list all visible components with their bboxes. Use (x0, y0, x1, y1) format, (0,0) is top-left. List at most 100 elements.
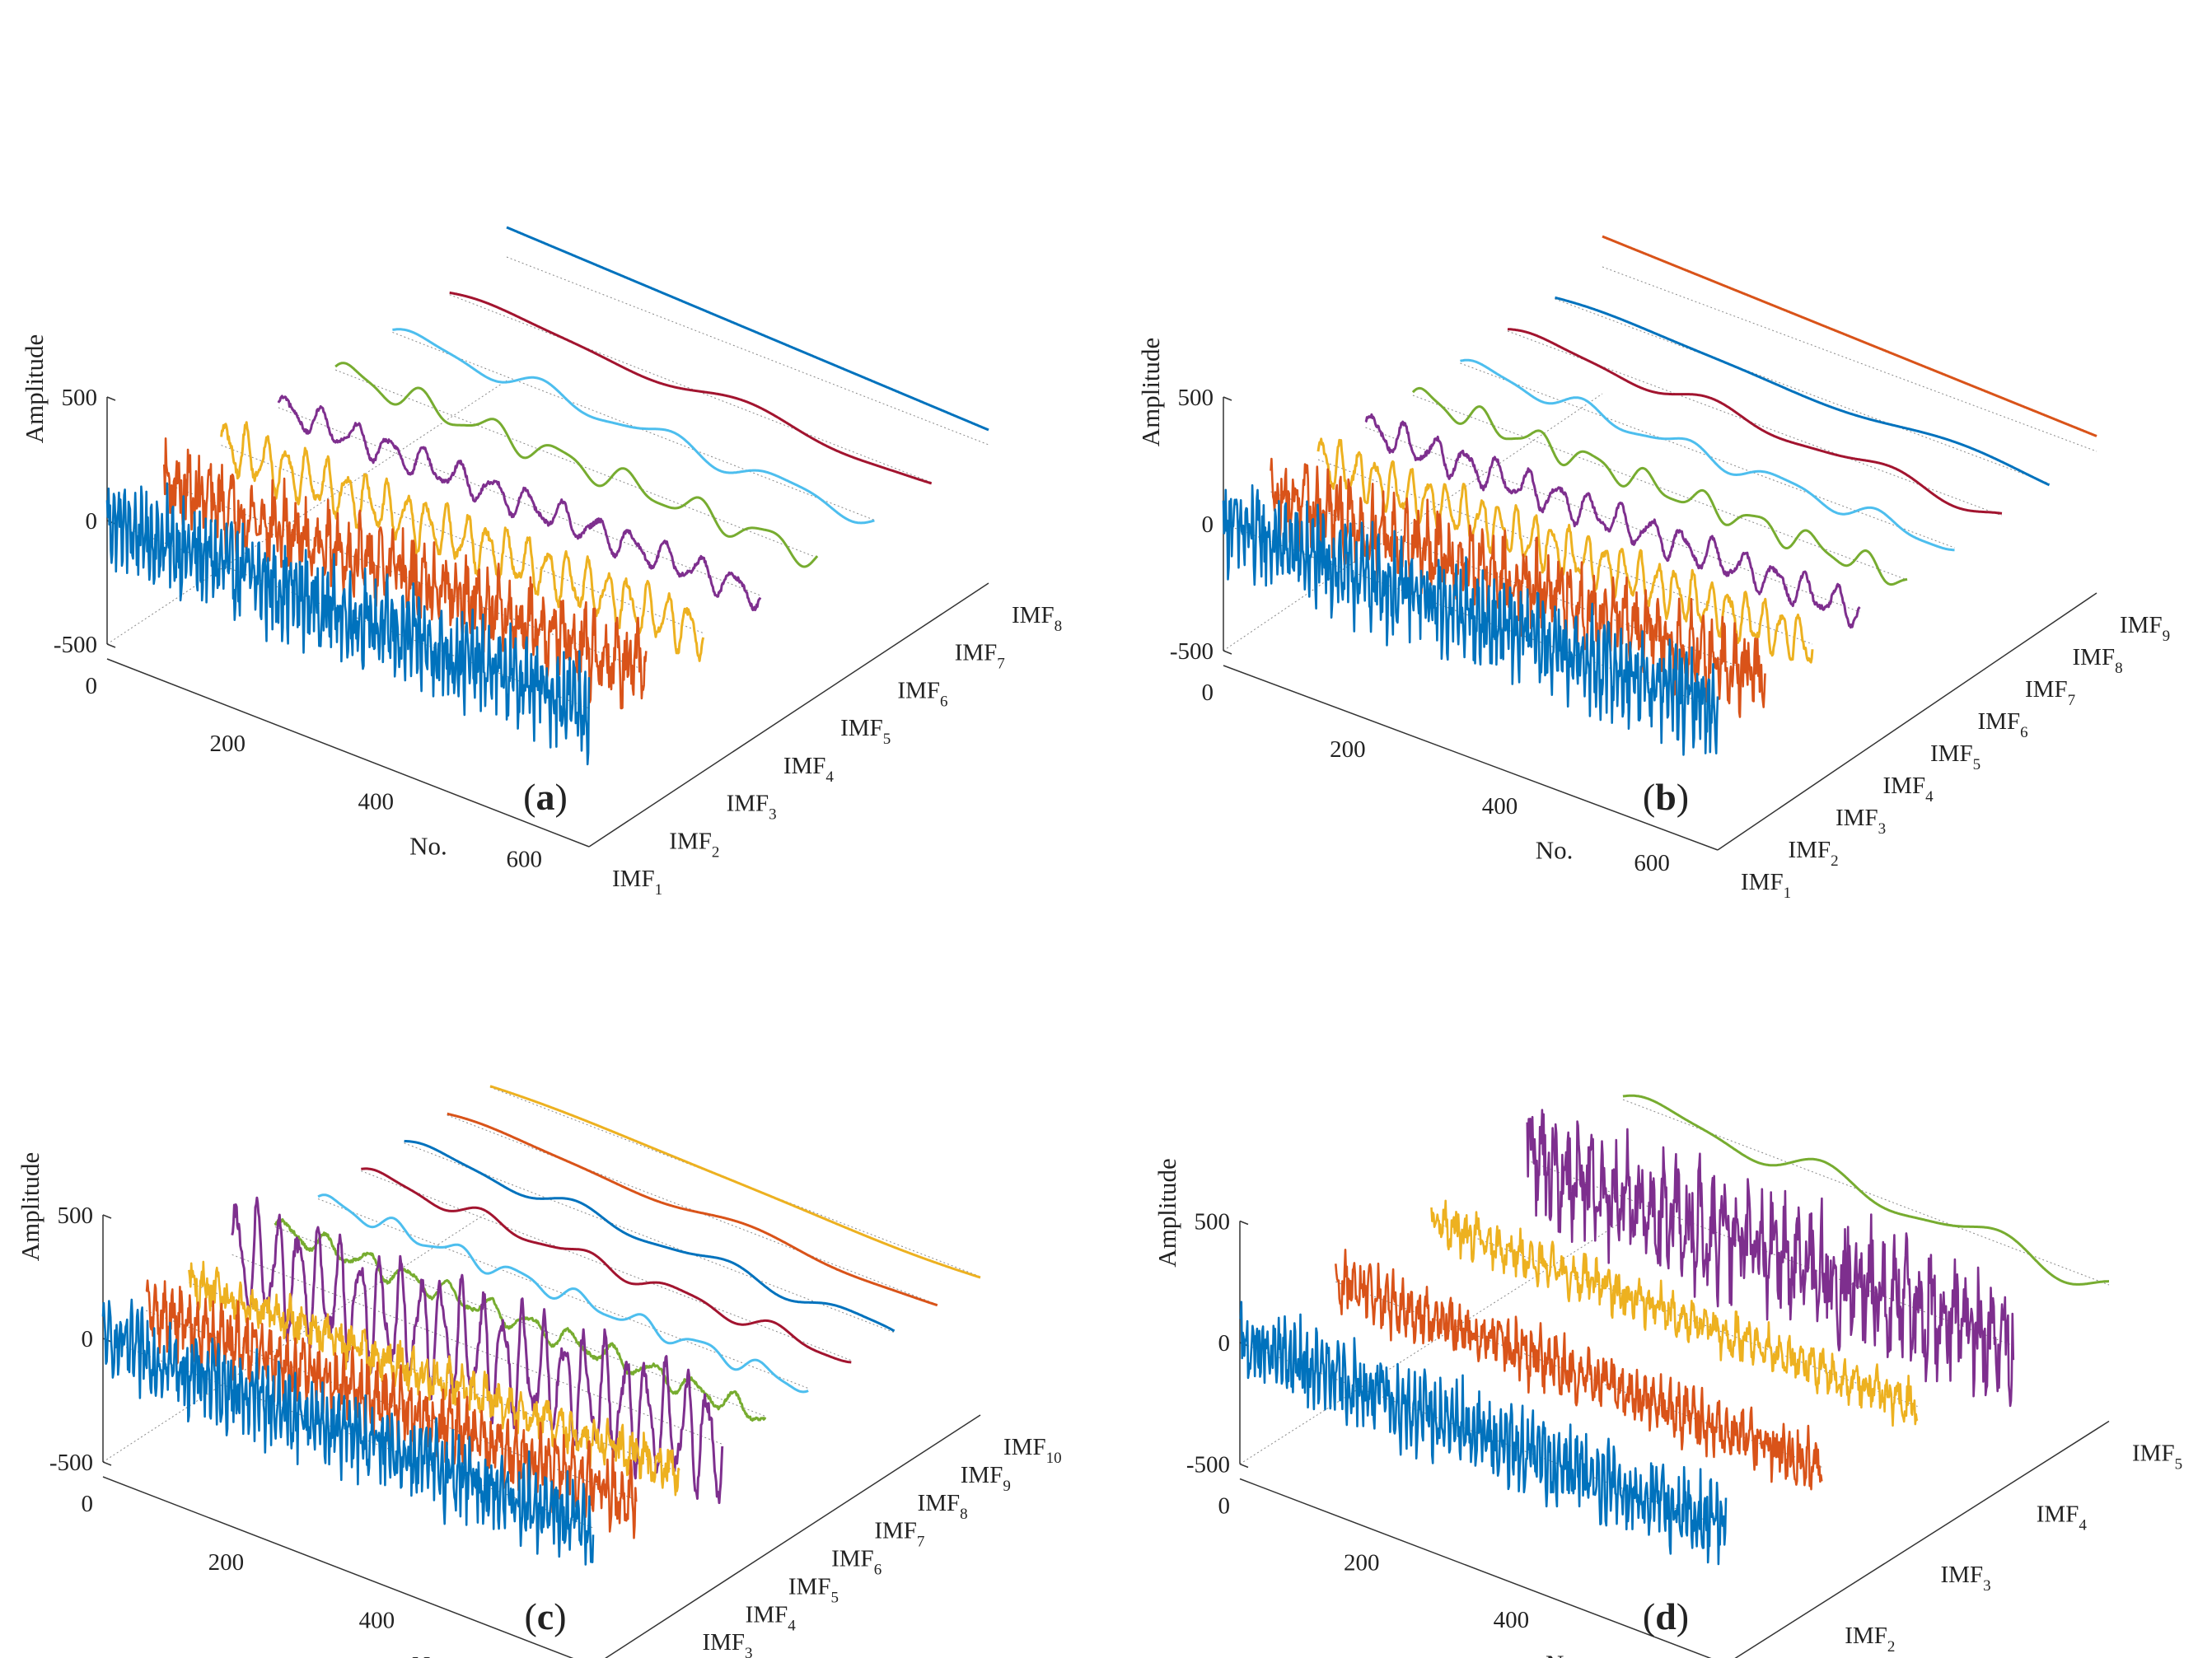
z-tick-label: 0 (1218, 1330, 1231, 1357)
series-line-imf-10 (489, 1085, 981, 1279)
x-tick-label: 400 (1482, 793, 1518, 820)
z-tick-label: 500 (1195, 1209, 1231, 1235)
series-line-imf-3 (1316, 437, 1814, 664)
x-axis-line (102, 1476, 574, 1658)
x-tick-label: 400 (1494, 1607, 1530, 1633)
imf-tick-label: IMF3 (702, 1629, 752, 1658)
imf-tick-label: IMF7 (2025, 676, 2075, 709)
z-tick-label: 500 (58, 1203, 94, 1229)
series-line-imf-9 (447, 1112, 938, 1307)
x-axis-line (1239, 1478, 1712, 1658)
imf-tick-label: IMF7 (874, 1518, 924, 1551)
series-line-imf-3 (1430, 1199, 1919, 1427)
series-line-imf-2 (1335, 1249, 1823, 1491)
x-tick-label: 400 (359, 1608, 395, 1634)
series-line-imf-6 (391, 328, 875, 525)
imf-tick-label: IMF8 (1012, 602, 1062, 635)
series-line-imf-4 (1364, 413, 1861, 629)
panel-a: 5000-5000200400600AmplitudeNo.IMF1IMF2IM… (20, 226, 1062, 899)
z-tick (102, 1214, 112, 1219)
series-line-imf-1 (1222, 483, 1719, 756)
panel-c: 5000-5000200400600AmplitudeNo.IMF1IMF2IM… (16, 1085, 1062, 1658)
imf-tick-label: IMF4 (783, 753, 835, 786)
imf-tick-label: IMF4 (746, 1601, 797, 1634)
imf-baseline (447, 1114, 938, 1305)
imf-tick-label: IMF9 (2120, 612, 2170, 645)
imf-baseline (361, 1170, 852, 1361)
z-axis-label: Amplitude (1136, 338, 1165, 447)
z-tick-label: 500 (1178, 385, 1214, 411)
x-tick-label: 0 (1202, 680, 1214, 706)
x-tick-label: 0 (86, 673, 98, 699)
imf-baseline (1602, 266, 2097, 452)
x-axis-label: No. (1546, 1650, 1583, 1658)
z-tick-label: -500 (49, 1450, 93, 1476)
imf-tick-label: IMF5 (788, 1573, 839, 1606)
series-line-imf-2 (145, 1279, 638, 1539)
x-tick-label: 600 (1634, 850, 1670, 876)
z-tick-label: 0 (86, 508, 98, 535)
x-tick-label: 200 (1344, 1550, 1380, 1576)
imf-tick-label: IMF1 (1741, 869, 1791, 902)
imf-baseline (1412, 395, 1908, 581)
series-line-imf-3 (220, 421, 705, 662)
series-line-imf-8 (1554, 296, 2051, 487)
imf-baseline (489, 1086, 981, 1277)
series-line-imf-4 (1526, 1109, 2015, 1408)
panel-caption: (d) (1643, 1595, 1689, 1637)
imf-tick-label: IMF6 (897, 677, 947, 710)
series-line-imf-2 (1270, 457, 1766, 718)
z-tick-label: 0 (1202, 511, 1214, 538)
depth-axis-line (1717, 592, 2097, 851)
imf-baseline (506, 256, 989, 446)
series-line-imf-5 (1622, 1094, 2110, 1286)
imf-tick-label: IMF6 (831, 1546, 882, 1579)
imf-baseline (449, 294, 932, 483)
x-tick-label: 200 (208, 1549, 245, 1576)
x-tick-label: 0 (1218, 1493, 1231, 1520)
series-line-imf-1 (1239, 1301, 1728, 1566)
x-axis-label: No. (409, 831, 447, 860)
imf-tick-label: IMF4 (2037, 1501, 2088, 1534)
imf-tick-label: IMF3 (1941, 1562, 1991, 1595)
series-line-imf-7 (449, 291, 933, 485)
x-axis-label: No. (1536, 835, 1574, 864)
imf-tick-label: IMF7 (955, 640, 1005, 673)
z-axis-label: Amplitude (1153, 1158, 1181, 1268)
series-line-imf-8 (404, 1139, 896, 1333)
imf-tick-label: IMF2 (1789, 837, 1839, 870)
series-line-imf-6 (1459, 358, 1956, 552)
depth-axis-line (605, 1414, 981, 1658)
z-tick (102, 1461, 112, 1466)
z-tick (1223, 650, 1232, 655)
panel-d: 5000-5000200400600AmplitudeNo.IMF1IMF2IM… (1153, 1094, 2182, 1658)
series-line-imf-1 (101, 1298, 595, 1566)
z-tick-label: -500 (1170, 638, 1214, 665)
imf-tick-label: IMF10 (1003, 1434, 1062, 1467)
depth-axis-line (588, 582, 989, 848)
series-line-imf-6 (317, 1193, 809, 1394)
z-tick (1223, 396, 1232, 401)
panel-caption: (b) (1643, 776, 1689, 818)
imf-tick-label: IMF8 (918, 1490, 968, 1523)
series-line-imf-4 (231, 1196, 724, 1505)
panel-b: 5000-5000200400600AmplitudeNo.IMF1IMF2IM… (1136, 235, 2170, 902)
imf-baseline (1555, 298, 2050, 484)
z-axis-label: Amplitude (20, 334, 49, 444)
imf-tick-label: IMF8 (2073, 644, 2123, 677)
z-axis-label: Amplitude (16, 1152, 44, 1262)
x-tick-label: 600 (507, 846, 543, 872)
panel-caption: (a) (523, 776, 568, 818)
imf-tick-label: IMF9 (961, 1462, 1011, 1495)
series-line-imf-5 (334, 362, 819, 568)
z-tick (106, 396, 116, 401)
imf-tick-label: IMF5 (2132, 1441, 2182, 1474)
imf-baseline (1622, 1099, 2110, 1286)
x-axis-line (1223, 665, 1719, 851)
z-tick (1239, 1463, 1249, 1469)
x-axis-label: No. (412, 1651, 450, 1658)
imf-tick-label: IMF3 (1836, 805, 1886, 838)
